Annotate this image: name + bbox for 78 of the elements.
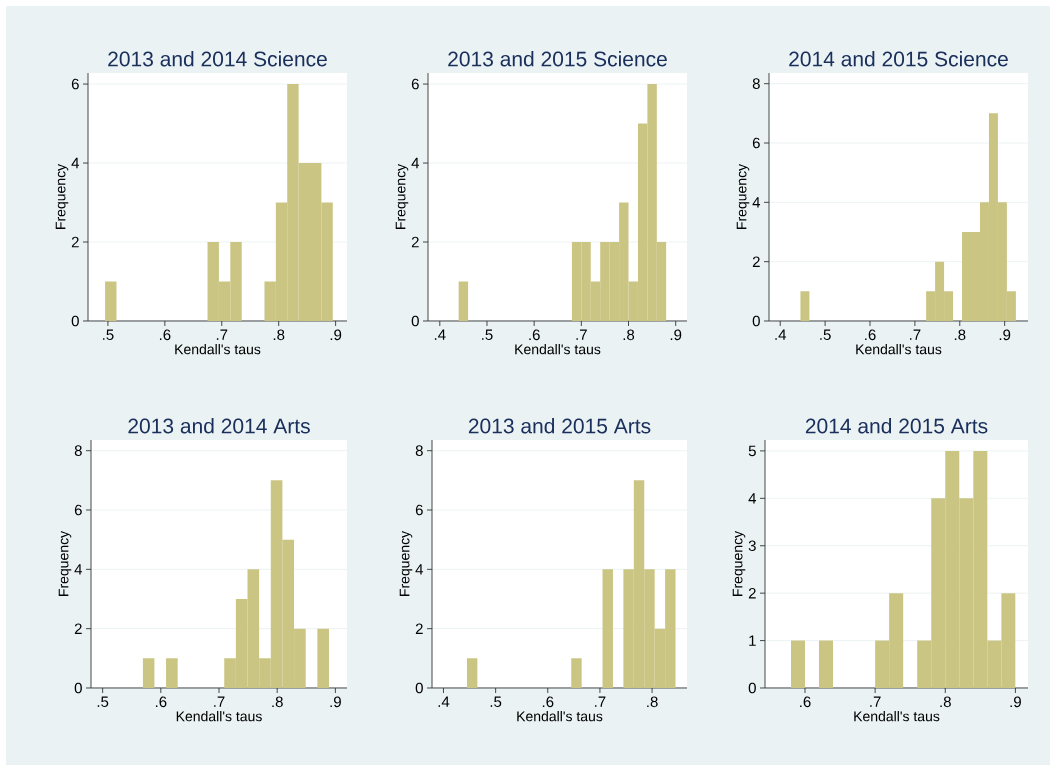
- chart-title: 2014 and 2015 Arts: [805, 418, 988, 434]
- y-tick-label: 6: [752, 137, 760, 149]
- y-tick-label: 0: [71, 315, 79, 327]
- x-axis-title: Kendall's taus: [854, 711, 940, 722]
- x-tick-label: .4: [434, 329, 446, 340]
- x-axis-title: Kendall's taus: [175, 344, 261, 355]
- y-tick-label: 4: [74, 564, 83, 575]
- y-axis-title: Frequency: [58, 530, 72, 596]
- x-axis-title: Kendall's taus: [856, 344, 942, 355]
- chart-title: 2013 and 2014 Arts: [128, 418, 310, 434]
- x-axis-title: Kendall's taus: [176, 711, 262, 722]
- y-axis-title: Frequency: [395, 163, 409, 229]
- x-tick-label: .5: [97, 696, 109, 707]
- x-tick-label: .4: [775, 329, 787, 340]
- y-tick-label: 6: [415, 504, 423, 516]
- chart-title: 2013 and 2015 Arts: [468, 418, 651, 434]
- x-tick-label: .6: [542, 696, 554, 708]
- x-tick-label: .7: [910, 329, 921, 340]
- y-tick-label: 0: [748, 682, 756, 694]
- x-tick-label: .6: [155, 696, 167, 708]
- y-tick-label: 2: [411, 236, 419, 248]
- x-tick-label: .7: [595, 696, 606, 707]
- chart-title: 2013 and 2014 Science: [108, 51, 327, 67]
- x-tick-label: .5: [103, 329, 114, 340]
- y-tick-label: 2: [71, 236, 79, 248]
- y-tick-label: 2: [748, 587, 756, 599]
- y-tick-label: 0: [411, 315, 419, 327]
- x-tick-label: .9: [1010, 696, 1021, 708]
- y-tick-label: 2: [74, 623, 82, 634]
- y-tick-label: 4: [415, 564, 424, 575]
- y-tick-label: 8: [415, 445, 423, 456]
- y-tick-label: 6: [411, 78, 419, 90]
- y-axis-title: Frequency: [736, 163, 750, 229]
- y-tick-label: 0: [415, 682, 423, 694]
- y-tick-label: 4: [411, 157, 420, 169]
- x-tick-label: .8: [647, 696, 658, 708]
- x-tick-label: .6: [800, 696, 811, 708]
- x-tick-label: .8: [954, 329, 966, 341]
- y-tick-label: 0: [752, 315, 760, 327]
- x-tick-label: .7: [214, 696, 225, 707]
- x-tick-label: .9: [330, 329, 342, 341]
- y-axis-title: Frequency: [55, 163, 69, 229]
- y-tick-label: 8: [74, 445, 82, 456]
- y-axis-title: Frequency: [732, 530, 746, 596]
- y-tick-label: 2: [415, 623, 423, 634]
- chart-title: 2014 and 2015 Science: [789, 51, 1008, 67]
- y-tick-label: 2: [752, 256, 760, 267]
- x-tick-label: .6: [529, 329, 540, 341]
- x-tick-label: .5: [482, 329, 493, 340]
- x-axis-title: Kendall's taus: [515, 344, 601, 355]
- y-tick-label: 4: [752, 197, 761, 208]
- x-tick-label: .5: [490, 696, 502, 707]
- y-tick-label: 6: [74, 504, 82, 516]
- y-tick-label: 5: [748, 445, 756, 457]
- x-tick-label: .6: [159, 329, 171, 341]
- y-tick-label: 8: [752, 78, 760, 89]
- x-tick-label: .4: [438, 696, 450, 707]
- y-tick-label: 3: [748, 540, 756, 552]
- y-tick-label: 6: [71, 78, 79, 90]
- x-tick-label: .7: [576, 329, 587, 340]
- y-axis-title: Frequency: [399, 530, 413, 596]
- y-tick-label: 4: [71, 157, 80, 169]
- chart-title: 2013 and 2015 Science: [448, 51, 667, 67]
- x-tick-label: .8: [273, 329, 285, 341]
- x-axis-title: Kendall's taus: [517, 711, 603, 722]
- x-tick-label: .9: [670, 329, 682, 341]
- y-tick-label: 4: [748, 493, 757, 504]
- y-tick-label: 0: [74, 682, 82, 694]
- x-tick-label: .6: [865, 329, 876, 341]
- x-tick-label: .8: [940, 696, 951, 708]
- x-tick-label: .7: [870, 696, 881, 707]
- y-tick-label: 1: [749, 635, 756, 646]
- x-tick-label: .9: [330, 696, 341, 708]
- x-tick-label: .5: [820, 329, 831, 340]
- x-tick-label: .8: [623, 329, 635, 341]
- x-tick-label: .8: [272, 696, 283, 708]
- x-tick-label: .7: [216, 329, 228, 340]
- x-tick-label: .9: [999, 329, 1011, 341]
